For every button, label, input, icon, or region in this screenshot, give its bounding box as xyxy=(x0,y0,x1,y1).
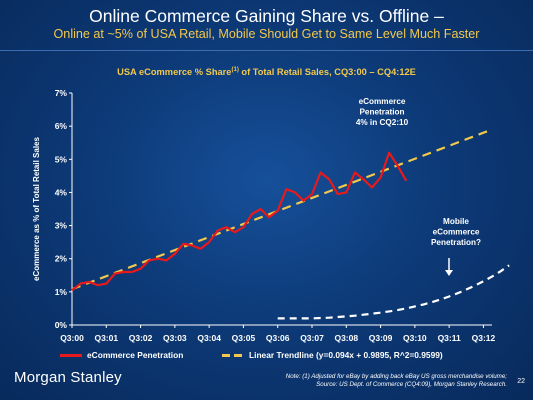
mobile-annotation-line: Penetration? xyxy=(431,238,481,247)
x-tick-label: Q3:05 xyxy=(232,333,256,343)
ecommerce-annotation-line: 4% in CQ2:10 xyxy=(356,118,409,127)
mobile-annotation-line: eCommerce xyxy=(433,228,480,237)
note-line-2: Source: US Dept. of Commerce (CQ4:09), M… xyxy=(316,381,507,388)
y-tick-label: 0% xyxy=(55,320,68,330)
x-tick-label: Q3:07 xyxy=(300,333,324,343)
legend-item-ecommerce: eCommerce Penetration xyxy=(60,350,183,360)
y-tick-label: 6% xyxy=(55,121,68,131)
mobile-series xyxy=(277,264,510,320)
x-tick-label: Q3:10 xyxy=(403,333,427,343)
chart-title-rest: of Total Retail Sales, CQ3:00 – CQ4:12E xyxy=(238,67,416,78)
y-tick-label: 5% xyxy=(55,154,68,164)
legend-label-trendline: Linear Trendline (y=0.094x + 0.9895, R^2… xyxy=(249,350,443,360)
slide-subtitle: Online at ~5% of USA Retail, Mobile Shou… xyxy=(53,27,480,41)
x-tick-label: Q3:12 xyxy=(472,333,496,343)
legend-item-trendline: Linear Trendline (y=0.094x + 0.9895, R^2… xyxy=(222,350,443,360)
x-tick-label: Q3:00 xyxy=(60,333,84,343)
x-tick-label: Q3:08 xyxy=(334,333,358,343)
ecommerce-annotation-line: Penetration xyxy=(359,108,404,117)
chart-title-footnote-mark: (1) xyxy=(231,67,239,73)
page-number: 22 xyxy=(517,378,525,385)
x-tick-label: Q3:03 xyxy=(163,333,187,343)
y-tick-label: 2% xyxy=(55,254,68,264)
x-tick-label: Q3:09 xyxy=(369,333,393,343)
y-tick-label: 3% xyxy=(55,221,68,231)
y-tick-label: 4% xyxy=(55,187,68,197)
note-line-1: Note: (1) Adjusted for eBay by adding ba… xyxy=(285,373,507,380)
y-tick-label: 1% xyxy=(55,287,68,297)
chart-title-main: USA eCommerce % Share xyxy=(117,67,232,78)
legend-swatch-ecommerce xyxy=(60,354,82,358)
slide-title: Online Commerce Gaining Share vs. Offlin… xyxy=(89,6,444,26)
morgan-stanley-logo: Morgan Stanley xyxy=(14,369,122,386)
source-note: Note: (1) Adjusted for eBay by adding ba… xyxy=(247,373,507,389)
x-tick-label: Q3:02 xyxy=(129,333,153,343)
legend-label-ecommerce: eCommerce Penetration xyxy=(87,350,184,360)
x-tick-label: Q3:11 xyxy=(438,333,461,343)
legend-swatch-trendline xyxy=(222,354,244,358)
title-divider xyxy=(0,50,533,51)
annotation-arrow-head xyxy=(445,270,453,276)
ecommerce-penetration-series xyxy=(71,151,408,292)
trendline-series xyxy=(71,128,493,291)
mobile-annotation-line: Mobile xyxy=(443,217,469,226)
y-axis-title: eCommerce as % of Total Retail Sales xyxy=(32,136,41,280)
x-tick-label: Q3:06 xyxy=(266,333,290,343)
x-tick-label: Q3:04 xyxy=(197,333,221,343)
y-tick-label: 7% xyxy=(55,88,68,98)
chart-title: USA eCommerce % Share(1) of Total Retail… xyxy=(0,67,533,77)
x-tick-label: Q3:01 xyxy=(94,333,118,343)
ecommerce-annotation-line: eCommerce xyxy=(359,97,406,106)
